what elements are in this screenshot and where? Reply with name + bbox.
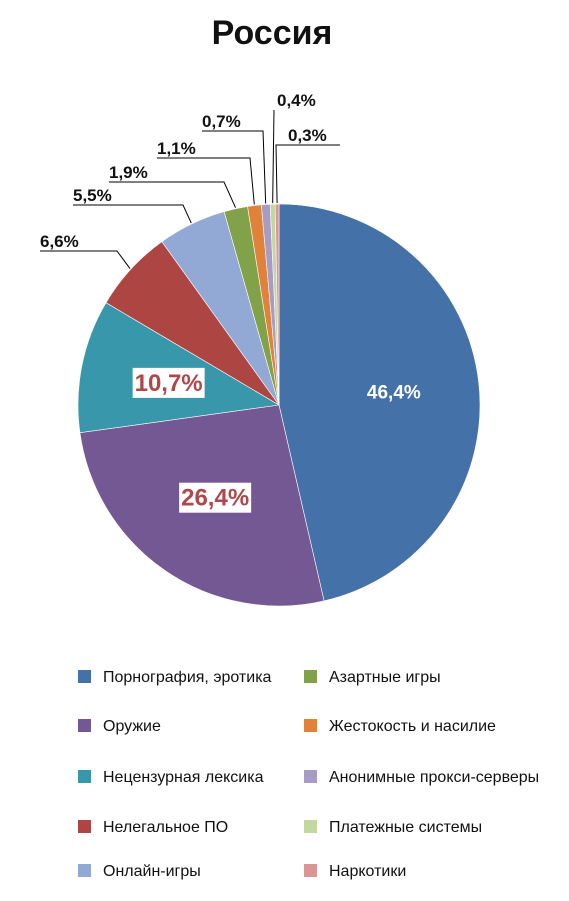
legend-item-оружие: Оружие — [78, 718, 161, 735]
legend-swatch — [304, 719, 317, 732]
legend-item-онлайн-игры: Онлайн-игры — [78, 863, 201, 880]
slice-label-нецензурная-лексика: 10,7% — [135, 370, 203, 397]
legend-swatch — [304, 670, 317, 683]
slice-label-нелегальное-по: 6,6% — [40, 232, 79, 251]
legend-label: Наркотики — [329, 863, 406, 880]
slice-label-жестокость-и-насилие: 1,1% — [157, 139, 196, 158]
legend-label: Нецензурная лексика — [103, 769, 264, 786]
slice-label-азартные-игры: 1,9% — [109, 163, 148, 182]
leader-line-анонимные-прокси-серверы — [202, 130, 267, 204]
legend: Порнография, эротика Азартные игры Оружие Ж… — [78, 669, 539, 880]
slice-label-онлайн-игры: 5,5% — [73, 186, 112, 205]
slice-label-анонимные-прокси-серверы: 0,7% — [202, 112, 241, 131]
leader-lines — [40, 109, 340, 269]
legend-label: Оружие — [103, 718, 161, 735]
leader-line-жестокость-и-насилие — [157, 157, 255, 205]
legend-label: Жестокость и насилие — [329, 718, 496, 735]
legend-label: Порнография, эротика — [103, 669, 272, 686]
legend-label: Азартные игры — [329, 669, 441, 686]
slice-label-порнография-эротика: 46,4% — [367, 383, 421, 404]
legend-item-порнография-эротика: Порнография, эротика — [78, 669, 272, 686]
leader-line-азартные-игры — [109, 181, 237, 208]
legend-swatch — [78, 770, 91, 783]
legend-label: Онлайн-игры — [103, 863, 201, 880]
leader-line-платежные-системы — [272, 109, 275, 204]
slice-label-наркотики: 0,3% — [288, 126, 327, 145]
legend-item-жестокость-и-насилие: Жестокость и насилие — [304, 718, 496, 735]
legend-item-анонимные-прокси-серверы: Анонимные прокси-серверы — [304, 769, 539, 786]
legend-swatch — [304, 770, 317, 783]
legend-swatch — [78, 820, 91, 833]
slice-порнография-эротика — [278, 203, 481, 602]
legend-swatch — [78, 670, 91, 683]
slice-нецензурная-лексика — [77, 302, 280, 434]
chart-title: Россия — [212, 14, 333, 52]
slice-label-box — [179, 482, 252, 513]
leader-line-онлайн-игры — [73, 204, 192, 224]
leader-line-нелегальное-по — [40, 250, 131, 269]
leader-line-наркотики — [275, 144, 340, 204]
legend-swatch — [78, 719, 91, 732]
legend-label: Анонимные прокси-серверы — [329, 769, 539, 786]
legend-item-нелегальное-по: Нелегальное ПО — [78, 819, 228, 836]
legend-swatch — [304, 820, 317, 833]
slice-labels: 46,4% 26,4% 10,7% 6,6% 5,5% 1,9% 1,1% 0,7% 0,4% 0… — [40, 91, 421, 513]
slice-label-оружие: 26,4% — [181, 485, 249, 512]
slice-label-платежные-системы: 0,4% — [277, 91, 316, 110]
legend-swatch — [78, 864, 91, 877]
legend-label: Платежные системы — [329, 819, 482, 836]
pie-slices — [77, 203, 481, 607]
legend-item-наркотики: Наркотики — [304, 863, 406, 880]
legend-label: Нелегальное ПО — [103, 819, 228, 836]
legend-item-азартные-игры: Азартные игры — [304, 669, 441, 686]
legend-item-платежные-системы: Платежные системы — [304, 819, 482, 836]
slice-label-box — [132, 367, 205, 398]
legend-swatch — [304, 864, 317, 877]
legend-item-нецензурная-лексика: Нецензурная лексика — [78, 769, 264, 786]
slice-наркотики — [274, 203, 280, 406]
